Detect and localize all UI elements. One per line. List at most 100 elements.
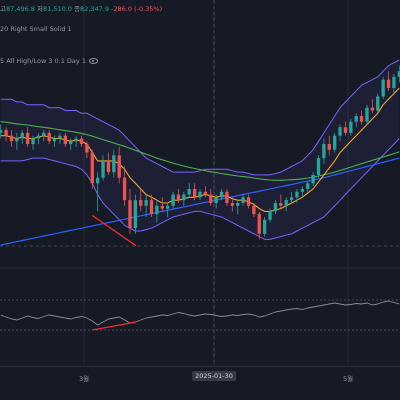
candle-body — [47, 132, 51, 142]
indicator-lines — [0, 59, 400, 246]
candle-body — [182, 194, 186, 201]
bollinger-legend[interactable]: 20 Right Small Solid 1 — [0, 25, 72, 33]
candle-body — [198, 191, 202, 198]
eye-icon[interactable] — [88, 58, 98, 64]
candle-body — [252, 205, 256, 215]
ohlc-legend: 고87,496.8 저81,510.0 종82,347.9 -286.0 (-0… — [0, 3, 162, 13]
candle-body — [203, 191, 208, 195]
x-tick-right: 5월 — [342, 375, 354, 383]
candle-body — [160, 205, 164, 209]
ma-long-line — [0, 157, 400, 246]
high-value: 81,510.0 — [43, 5, 72, 13]
candle-body — [95, 177, 100, 184]
candle-body — [133, 200, 138, 229]
candle-body — [69, 141, 73, 145]
stochastic-legend[interactable]: 5 All High/Low 3 0.1 Day 1 — [0, 57, 98, 65]
candle-body — [365, 107, 369, 122]
candle-body — [284, 200, 288, 206]
oscillator-panel — [0, 299, 400, 331]
candle-body — [306, 183, 310, 189]
grid-lines — [0, 0, 400, 366]
candle-body — [20, 132, 24, 139]
candle-body — [176, 194, 181, 201]
candle-body — [63, 135, 68, 145]
candle-body — [52, 138, 57, 142]
candle-body — [354, 116, 358, 122]
candle-body — [0, 130, 3, 133]
x-tick-left: 3월 — [78, 375, 90, 383]
overlay-annotations — [91, 214, 137, 331]
candle-body — [122, 177, 127, 201]
candle-body — [322, 144, 326, 159]
candle-body — [171, 194, 175, 206]
candle-body — [241, 197, 245, 203]
candle-body — [386, 79, 391, 89]
close-value: 82,347.9 — [80, 5, 109, 13]
candle-body — [236, 202, 240, 206]
divergence-line-price — [91, 214, 137, 247]
candle-body — [262, 219, 267, 234]
candle-body — [273, 202, 278, 212]
candlestick-series — [0, 65, 400, 240]
candle-body — [9, 135, 14, 142]
candle-body — [268, 211, 272, 220]
ma-mid-line — [0, 121, 400, 181]
candle-body — [246, 197, 251, 206]
candle-body — [25, 132, 30, 145]
candle-body — [192, 188, 197, 198]
candle-body — [327, 144, 331, 150]
candle-body — [155, 205, 159, 215]
candle-body — [58, 135, 62, 139]
candle-body — [219, 191, 224, 198]
candle-body — [209, 194, 213, 203]
candle-body — [117, 155, 121, 178]
candle-body — [214, 197, 218, 203]
high-label: 저 — [37, 5, 43, 13]
candle-body — [106, 160, 111, 173]
candle-body — [300, 188, 305, 192]
candle-body — [338, 127, 342, 136]
oscillator-line — [0, 300, 400, 326]
candle-body — [392, 76, 396, 89]
candle-body — [289, 197, 294, 201]
candle-body — [343, 127, 348, 133]
candle-body — [166, 205, 170, 209]
candle-body — [359, 116, 364, 122]
candle-body — [381, 79, 385, 97]
candle-body — [149, 200, 154, 215]
candle-body — [279, 202, 283, 206]
open-value: 87,496.8 — [5, 5, 35, 13]
candle-body — [42, 132, 46, 136]
candle-body — [230, 202, 234, 206]
candle-body — [397, 71, 400, 77]
close-label: 종 — [74, 5, 81, 13]
candle-body — [128, 200, 132, 229]
bollinger-upper-line — [0, 59, 400, 176]
candle-body — [112, 155, 116, 173]
divergence-line-oscillator — [92, 321, 137, 331]
candle-body — [295, 191, 299, 198]
candle-body — [187, 188, 191, 195]
bollinger-legend-text: 20 Right Small Solid 1 — [0, 25, 72, 33]
candle-body — [15, 138, 19, 142]
bollinger-fill-area — [0, 60, 400, 240]
time-axis: 3월 2025-01-30 5월 — [0, 366, 400, 400]
candle-body — [101, 160, 105, 178]
candle-body — [376, 96, 380, 111]
candle-body — [36, 135, 41, 139]
bollinger-band-fill — [0, 60, 400, 240]
candle-body — [225, 191, 229, 203]
candle-body — [139, 200, 143, 206]
candle-body — [74, 138, 78, 142]
candle-body — [316, 158, 321, 175]
bollinger-lower-line — [0, 138, 400, 240]
candle-body — [90, 152, 94, 184]
stochastic-legend-text: 5 All High/Low 3 0.1 Day 1 — [0, 57, 86, 65]
candle-body — [31, 138, 35, 145]
candle-body — [85, 144, 89, 153]
candle-body — [332, 135, 337, 150]
candle-body — [349, 121, 353, 133]
candle-body — [79, 138, 84, 145]
